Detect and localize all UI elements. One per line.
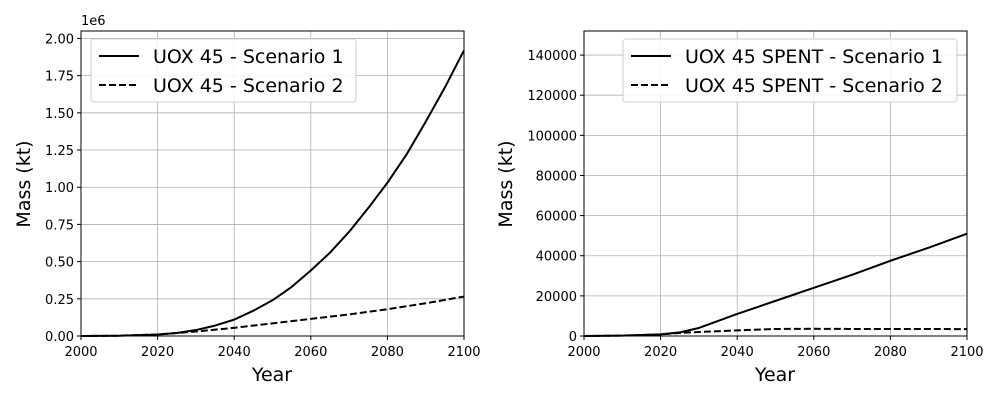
chart-panel-right: 2000 2020 2040 2060 2080 2100 0 20000 40000 6000…	[495, 30, 984, 386]
x-ticks-left: 2000 2020 2040 2060 2080 2100	[64, 336, 481, 360]
y-tick-label: 1.25	[45, 144, 74, 159]
x-tick-label: 2080	[371, 345, 404, 360]
y-tick-label: 0.00	[45, 330, 74, 345]
y-axis-label-right: Mass (kt)	[495, 140, 517, 227]
y-tick-label: 2.00	[45, 32, 74, 47]
plot-frame-left	[80, 30, 465, 337]
y-tick-label: 40000	[536, 250, 577, 265]
legend-entry-scenario-1-left: UOX 45 - Scenario 1	[153, 46, 344, 68]
legend-entry-scenario-1-right: UOX 45 SPENT - Scenario 1	[685, 46, 943, 68]
x-tick-label: 2000	[567, 345, 600, 360]
plot-frame-right	[583, 30, 968, 337]
x-tick-label: 2060	[294, 345, 327, 360]
x-tick-label: 2020	[644, 345, 677, 360]
legend-entry-scenario-2-left: UOX 45 - Scenario 2	[153, 75, 344, 97]
series-group-right	[583, 232, 968, 337]
x-ticks-right: 2000 2020 2040 2060 2080 2100	[567, 336, 984, 360]
y-tick-label: 1.00	[45, 181, 74, 196]
y-tick-label: 1.75	[45, 70, 74, 85]
x-tick-label: 2100	[950, 345, 983, 360]
x-tick-label: 2020	[141, 345, 174, 360]
chart-panel-left: 2000 2020 2040 2060 2080 2100 0.00 0.25 0.50 0.7…	[13, 14, 481, 386]
legend-left: UOX 45 - Scenario 1 UOX 45 - Scenario 2	[90, 38, 357, 103]
y-tick-label: 0.75	[45, 218, 74, 233]
x-axis-label-right: Year	[754, 364, 795, 386]
y-tick-label: 100000	[527, 129, 577, 144]
x-axis-label-left: Year	[251, 364, 292, 386]
y-tick-label: 0.50	[45, 256, 74, 271]
x-tick-label: 2080	[874, 345, 907, 360]
y-tick-label: 120000	[527, 89, 577, 104]
x-tick-label: 2040	[218, 345, 251, 360]
y-tick-label: 140000	[527, 49, 577, 64]
series-line-scenario-1-right	[583, 232, 968, 337]
y-tick-label: 20000	[536, 290, 577, 305]
series-group-left	[80, 49, 465, 337]
y-offset-label: 1e6	[81, 14, 106, 29]
y-tick-label: 0	[569, 330, 577, 345]
y-tick-label: 60000	[536, 210, 577, 225]
legend-entry-scenario-2-right: UOX 45 SPENT - Scenario 2	[685, 75, 943, 97]
x-tick-label: 2000	[64, 345, 97, 360]
y-tick-label: 0.25	[45, 293, 74, 308]
y-tick-label: 1.50	[45, 107, 74, 122]
legend-box-right	[622, 38, 958, 103]
series-line-scenario-2-right	[583, 327, 968, 337]
y-axis-label-left: Mass (kt)	[13, 140, 35, 227]
x-tick-label: 2100	[447, 345, 480, 360]
y-ticks-left: 0.00 0.25 0.50 0.75 1.00 1.25 1.50 1.75 2.00	[45, 32, 81, 345]
x-tick-label: 2040	[721, 345, 754, 360]
series-line-scenario-2-left	[80, 295, 465, 337]
y-ticks-right: 0 20000 40000 60000 80000 100000 120000 140000	[527, 49, 584, 345]
x-tick-label: 2060	[797, 345, 830, 360]
legend-box-left	[90, 38, 357, 103]
y-tick-label: 80000	[536, 169, 577, 184]
legend-right: UOX 45 SPENT - Scenario 1 UOX 45 SPENT -…	[622, 38, 958, 103]
